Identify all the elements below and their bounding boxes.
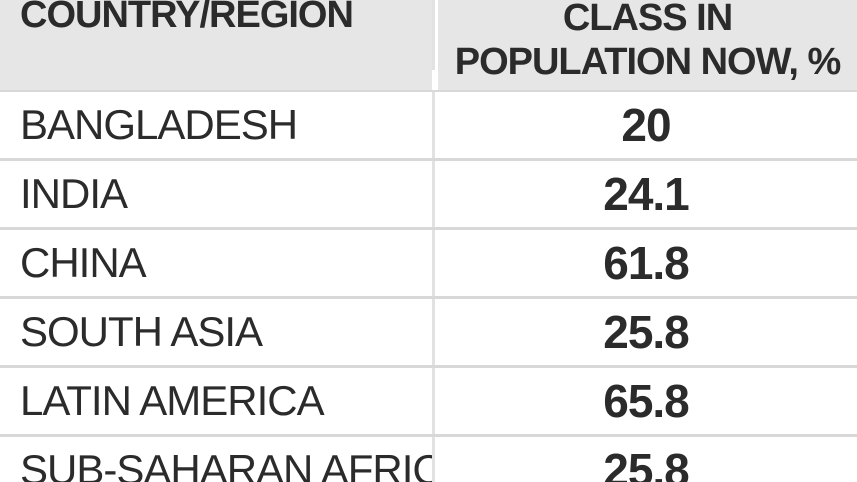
row-divider xyxy=(0,296,857,299)
column-header-country: COUNTRY/REGION xyxy=(0,0,432,90)
header-column-divider xyxy=(432,0,435,70)
column-divider xyxy=(432,437,435,482)
column-divider xyxy=(432,230,435,296)
column-divider xyxy=(432,161,435,227)
table-cell-country: BANGLADESH xyxy=(0,92,432,158)
row-divider xyxy=(0,365,857,368)
column-header-value-line1: CLASS IN xyxy=(562,0,733,39)
table-cell-value: 25.8 xyxy=(435,299,857,365)
header-divider xyxy=(0,90,857,93)
table-cell-country: CHINA xyxy=(0,230,432,296)
table-cell-value: 65.8 xyxy=(435,368,857,434)
row-divider xyxy=(0,434,857,437)
table-cell-value: 20 xyxy=(435,92,857,158)
row-divider xyxy=(0,158,857,161)
table-cell-country: INDIA xyxy=(0,161,432,227)
table-cell-value: 25.8 xyxy=(435,437,857,482)
column-divider xyxy=(432,368,435,434)
column-header-country-label: COUNTRY/REGION xyxy=(20,0,354,36)
column-header-value: CLASS IN POPULATION NOW, % xyxy=(438,0,857,90)
table-cell-country: SUB-SAHARAN AFRICA xyxy=(0,437,432,482)
table-cell-value: 61.8 xyxy=(435,230,857,296)
table-cell-value: 24.1 xyxy=(435,161,857,227)
table-cell-country: SOUTH ASIA xyxy=(0,299,432,365)
row-divider xyxy=(0,227,857,230)
column-header-value-line2: POPULATION NOW, % xyxy=(454,41,842,83)
column-divider xyxy=(432,92,435,158)
table-cell-country: LATIN AMERICA xyxy=(0,368,432,434)
column-divider xyxy=(432,299,435,365)
